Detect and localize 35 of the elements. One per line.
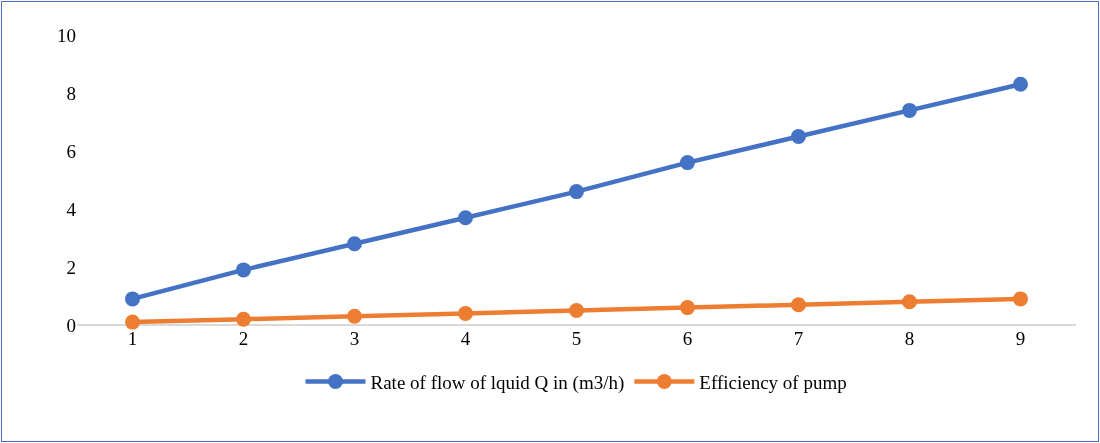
point <box>236 262 251 278</box>
point <box>1013 291 1028 307</box>
point <box>125 314 140 330</box>
x-tick-label: 4 <box>460 328 471 349</box>
point <box>1013 76 1028 92</box>
point <box>458 305 473 321</box>
x-tick-label: 9 <box>1015 328 1026 349</box>
point <box>902 294 917 310</box>
point <box>680 155 695 171</box>
point <box>347 236 362 252</box>
point <box>569 184 584 200</box>
point <box>236 311 251 327</box>
y-tick-label: 10 <box>57 24 76 46</box>
point <box>902 102 917 118</box>
x-tick-label: 7 <box>793 328 804 349</box>
point <box>347 308 362 324</box>
x-tick-label: 3 <box>349 328 360 349</box>
y-tick-label: 8 <box>66 82 76 104</box>
x-tick-label: 2 <box>238 328 249 349</box>
y-tick-label: 0 <box>66 314 76 336</box>
y-tick-label: 6 <box>66 140 76 162</box>
point <box>125 291 140 307</box>
x-tick-label: 6 <box>682 328 693 349</box>
y-tick-label: 4 <box>66 198 77 220</box>
point <box>791 129 806 144</box>
point <box>680 300 695 316</box>
legend-label: Rate of flow of lquid Q in (m3/h) <box>370 371 625 394</box>
point <box>458 210 473 226</box>
point <box>569 303 584 318</box>
point <box>791 297 806 313</box>
x-tick-label: 1 <box>127 328 138 349</box>
x-tick-label: 8 <box>904 328 915 349</box>
legend-label: Efficiency of pump <box>699 371 847 393</box>
y-tick-label: 2 <box>66 256 76 278</box>
x-tick-label: 5 <box>571 328 582 349</box>
